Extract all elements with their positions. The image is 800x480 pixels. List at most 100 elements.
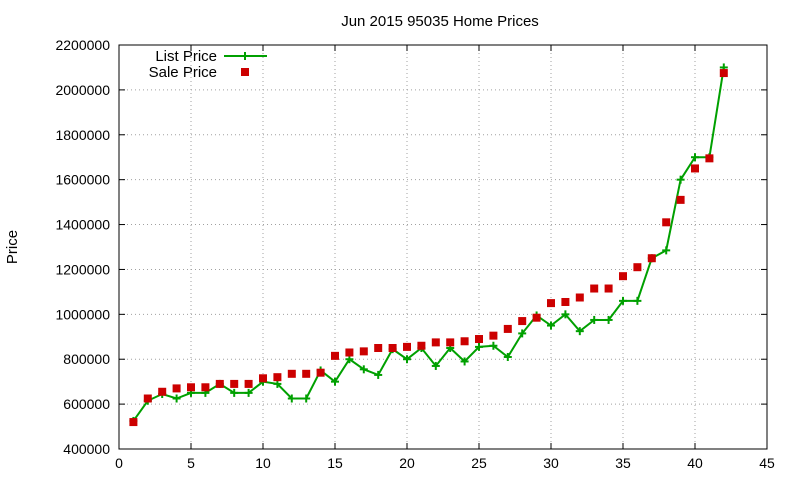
sale-price-point	[201, 383, 210, 392]
x-tick-label: 35	[615, 455, 631, 471]
list-price-point	[662, 246, 671, 255]
sale-price-point	[316, 368, 325, 377]
x-tick-label: 45	[759, 455, 775, 471]
sale-price-point	[662, 218, 671, 227]
list-price-point	[403, 355, 411, 364]
sale-price-point	[719, 69, 728, 78]
list-price-line	[132, 67, 725, 422]
sale-price-point	[417, 341, 426, 350]
list-price-point	[676, 175, 685, 184]
sale-price-point	[345, 348, 354, 357]
list-price-point	[518, 329, 527, 338]
sale-price-point	[129, 418, 138, 427]
y-tick-label: 1200000	[55, 261, 110, 277]
x-tick-label: 20	[399, 455, 415, 471]
list-price-point	[503, 352, 512, 361]
list-price-point	[619, 296, 627, 305]
sale-price-point	[158, 387, 167, 396]
y-tick-label: 600000	[63, 396, 110, 412]
y-tick-label: 2200000	[55, 37, 110, 53]
list-price-point	[244, 388, 253, 397]
x-tick-label: 30	[543, 455, 559, 471]
sale-price-point	[532, 313, 541, 322]
sale-price-point	[244, 379, 253, 388]
legend-label-sale-price: Sale Price	[149, 64, 217, 81]
list-price-point	[691, 153, 699, 162]
sale-price-point	[503, 324, 512, 333]
list-price-point	[273, 379, 282, 388]
y-tick-label: 800000	[63, 351, 110, 367]
sale-price-point	[187, 383, 195, 392]
list-price-point	[331, 377, 339, 386]
y-tick-label: 2000000	[55, 82, 110, 98]
list-price-point	[575, 327, 584, 336]
sale-price-point	[590, 284, 599, 293]
sale-price-point	[287, 369, 296, 378]
series	[129, 63, 728, 427]
sale-price-point	[676, 195, 685, 204]
grid	[119, 45, 767, 449]
list-price-point	[374, 370, 383, 379]
list-price-point	[561, 310, 570, 319]
x-tick-label: 0	[115, 455, 123, 471]
sale-price-point	[475, 335, 483, 344]
sale-price-point	[215, 379, 224, 388]
x-tick-label: 25	[471, 455, 487, 471]
list-price-point	[302, 394, 311, 403]
y-tick-label: 400000	[63, 441, 110, 457]
sale-price-point	[489, 331, 498, 340]
sale-price-point	[633, 263, 642, 272]
sale-price-point	[172, 384, 181, 393]
x-tick-label: 40	[687, 455, 703, 471]
sale-price-point	[705, 154, 714, 163]
chart-title: Jun 2015 95035 Home Prices	[341, 13, 539, 30]
sale-price-point	[143, 394, 152, 403]
y-axis-label: Price	[4, 230, 21, 264]
list-price-point	[287, 394, 296, 403]
y-tick-label: 1800000	[55, 127, 110, 143]
sale-price-point	[561, 297, 570, 306]
sale-price-point	[547, 299, 555, 308]
list-price-point	[230, 388, 239, 397]
sale-price-point	[331, 351, 339, 360]
sale-price-point	[604, 284, 613, 293]
list-price-point	[359, 365, 368, 374]
list-price-point	[547, 321, 555, 330]
list-price-point	[604, 315, 613, 324]
list-price-point	[345, 355, 354, 364]
list-price-point	[172, 394, 181, 403]
legend: List Price Sale Price	[149, 48, 267, 81]
legend-swatch-sale-price	[241, 68, 249, 76]
sale-price-point	[302, 369, 311, 378]
sale-price-point	[273, 373, 282, 382]
sale-price-point	[403, 342, 411, 351]
y-tick-label: 1400000	[55, 217, 110, 233]
list-price-point	[590, 315, 599, 324]
sale-price-point	[374, 344, 383, 352]
sale-price-point	[518, 317, 527, 326]
sale-price-point	[691, 164, 699, 173]
list-price-point	[489, 341, 498, 350]
y-tick-label: 1600000	[55, 172, 110, 188]
sale-price-point	[446, 338, 455, 347]
x-tick-label: 10	[255, 455, 271, 471]
list-price-point	[431, 361, 440, 370]
list-price-point	[633, 296, 642, 305]
sale-price-point	[575, 293, 584, 302]
list-price-point	[460, 357, 469, 366]
plot-border	[118, 44, 768, 450]
x-tick-label: 15	[327, 455, 343, 471]
legend-label-list-price: List Price	[155, 48, 217, 65]
sale-price-point	[431, 338, 440, 347]
x-tick-label: 5	[187, 455, 195, 471]
sale-price-point	[230, 379, 239, 388]
sale-price-point	[259, 374, 267, 383]
sale-price-point	[388, 344, 397, 352]
axes: 0 5 10 15 20 25 30 35 40 45 400000 600000 800000 1000…	[55, 37, 775, 471]
y-tick-label: 1000000	[55, 306, 110, 322]
sale-price-point	[647, 254, 656, 263]
list-price-point	[475, 342, 483, 351]
sale-price-point	[359, 347, 368, 356]
sale-price-point	[460, 337, 469, 346]
